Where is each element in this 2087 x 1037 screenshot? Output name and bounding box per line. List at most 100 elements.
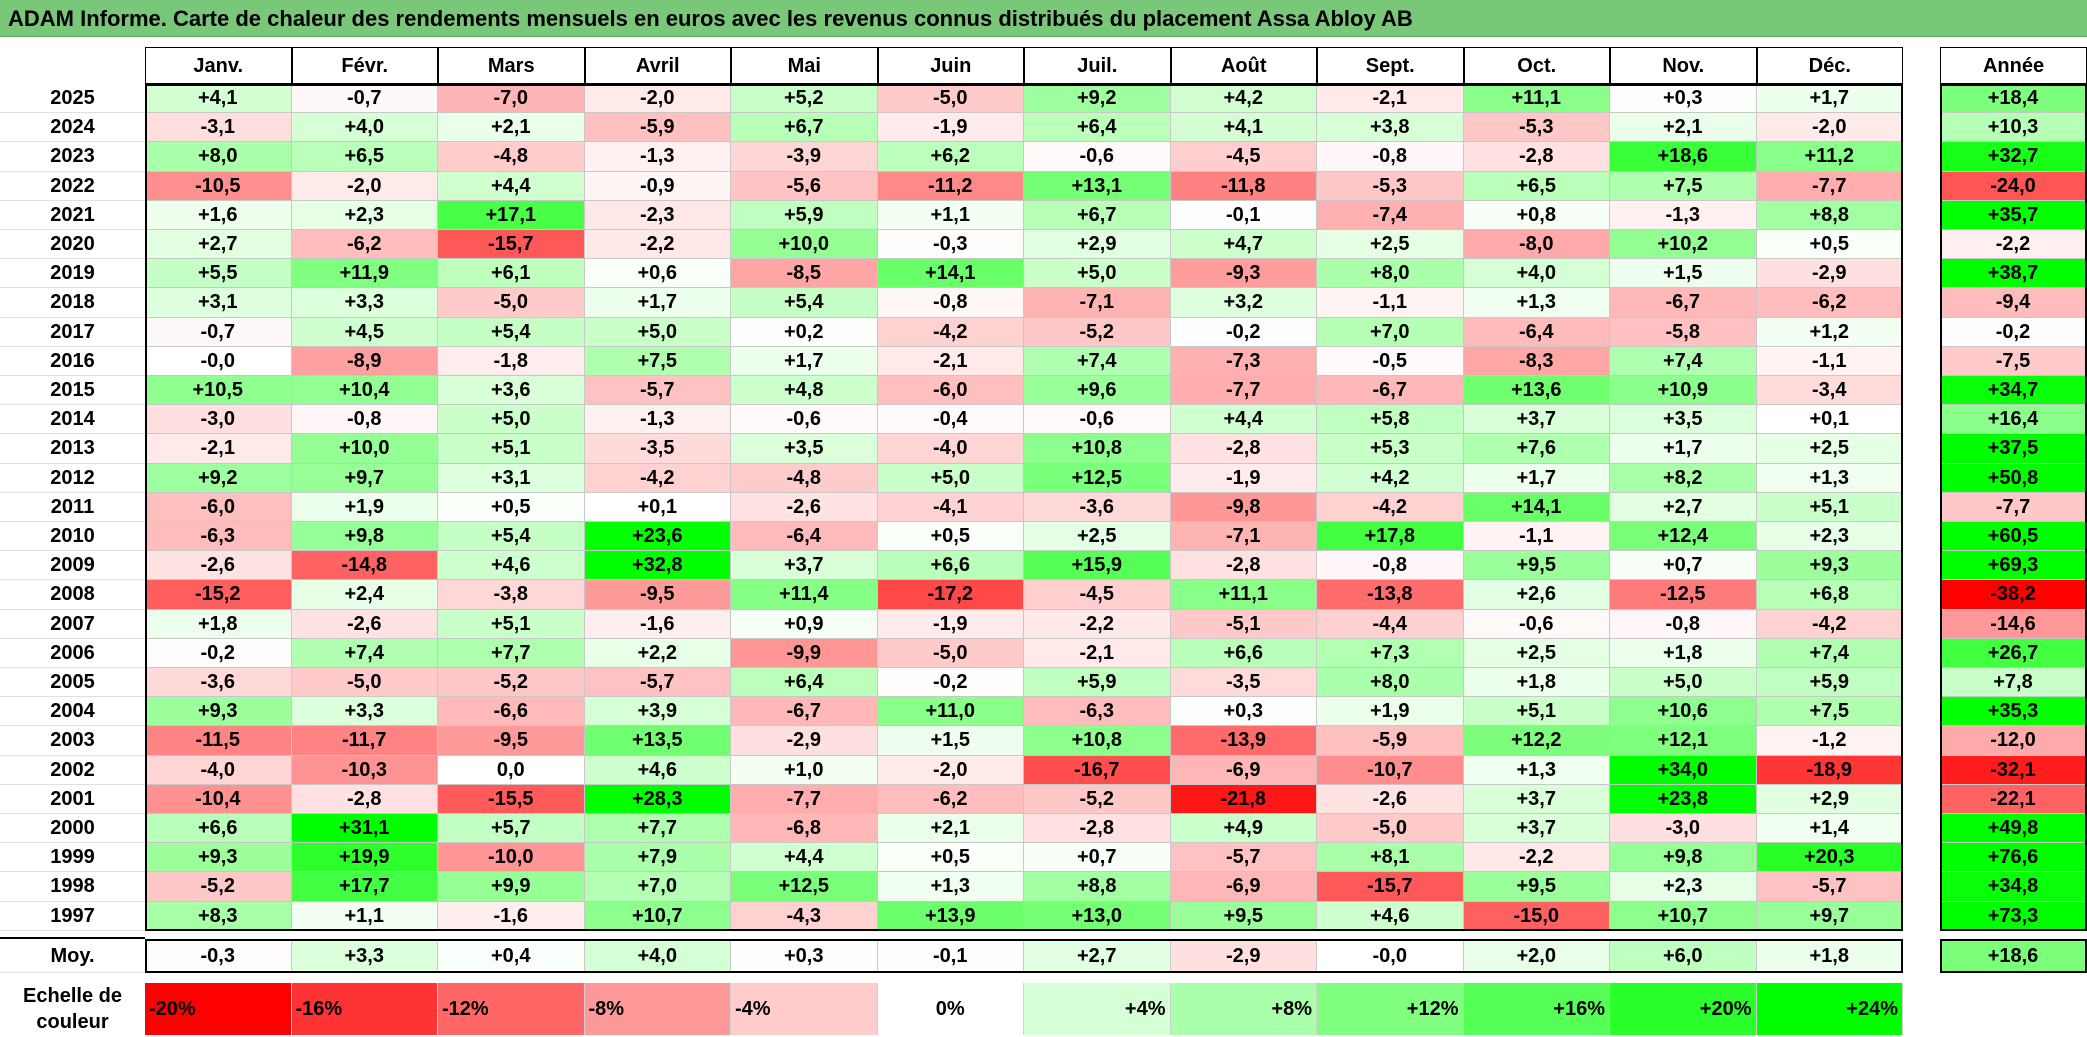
heatmap-cell: +1,2	[1756, 317, 1903, 347]
heatmap-cell: +9,7	[291, 463, 438, 493]
heatmap-cell: +31,1	[291, 814, 438, 844]
heatmap-cell: +4,6	[584, 755, 731, 785]
heatmap-cell: -2,8	[1463, 142, 1610, 172]
heatmap-cell: -9,5	[584, 580, 731, 610]
heatmap-cell: -3,8	[438, 580, 585, 610]
heatmap-cell: -7,7	[1756, 171, 1903, 201]
average-separator	[0, 936, 145, 939]
annual-cell: +26,7	[1940, 638, 2087, 668]
heatmap-cell: +5,1	[438, 434, 585, 464]
heatmap-cell: +23,8	[1610, 784, 1757, 814]
heatmap-cell: +6,8	[1756, 580, 1903, 610]
heatmap-cell: +4,5	[291, 317, 438, 347]
heatmap-cell: +1,0	[731, 755, 878, 785]
heatmap-cell: +8,2	[1610, 463, 1757, 493]
heatmap-cell: -4,2	[584, 463, 731, 493]
annual-cell: -24,0	[1940, 171, 2087, 201]
column-header: Déc.	[1756, 47, 1903, 84]
heatmap-cell: +11,1	[1170, 580, 1317, 610]
heatmap-cell: +1,3	[1463, 288, 1610, 318]
heatmap-cell: -5,0	[438, 288, 585, 318]
annual-cell: -22,1	[1940, 784, 2087, 814]
heatmap-cell: -2,1	[1024, 638, 1171, 668]
annual-cell: -7,5	[1940, 346, 2087, 376]
heatmap-cell: +1,7	[1610, 434, 1757, 464]
heatmap-cell: -2,0	[584, 84, 731, 114]
color-scale-step: -8%	[584, 983, 731, 1035]
heatmap-cell: +9,9	[438, 872, 585, 902]
row-year-label: 2022	[0, 172, 145, 201]
color-scale-step: +24%	[1756, 983, 1903, 1035]
heatmap-cell: -6,2	[291, 230, 438, 260]
heatmap-cell: +6,4	[1024, 113, 1171, 143]
heatmap-cell: -0,2	[145, 638, 292, 668]
heatmap-cell: +6,7	[731, 113, 878, 143]
heatmap-cell: -14,8	[291, 551, 438, 581]
heatmap-cell: -0,2	[1170, 317, 1317, 347]
heatmap-cell: -4,0	[877, 434, 1024, 464]
heatmap-cell: +8,1	[1317, 843, 1464, 873]
heatmap-cell: -6,7	[1610, 288, 1757, 318]
color-scale-step: -20%	[145, 983, 292, 1035]
heatmap-cell: +3,6	[438, 376, 585, 406]
annual-cell: +38,7	[1940, 259, 2087, 289]
heatmap-cell: -3,4	[1756, 376, 1903, 406]
heatmap-cell: -11,8	[1170, 171, 1317, 201]
row-year-label: 2000	[0, 814, 145, 844]
heatmap-cell: +12,4	[1610, 522, 1757, 552]
heatmap-cell: +5,4	[731, 288, 878, 318]
heatmap-cell: -2,1	[1317, 84, 1464, 114]
heatmap-cell: +9,5	[1463, 551, 1610, 581]
heatmap-cell: +5,8	[1317, 405, 1464, 435]
heatmap-cell: +2,7	[145, 230, 292, 260]
annual-cell: +50,8	[1940, 463, 2087, 493]
color-scale-step: -16%	[291, 983, 438, 1035]
heatmap-cell: -3,5	[1170, 668, 1317, 698]
heatmap-cell: -5,9	[1317, 726, 1464, 756]
heatmap-cell: +2,2	[584, 638, 731, 668]
heatmap-cell: +0,7	[1024, 843, 1171, 873]
heatmap-cell: -9,3	[1170, 259, 1317, 289]
heatmap-cell: -7,7	[1170, 376, 1317, 406]
heatmap-cell: +3,1	[438, 463, 585, 493]
color-scale-step: -4%	[731, 983, 878, 1035]
heatmap-cell: +0,5	[438, 492, 585, 522]
heatmap-cell: -1,9	[877, 609, 1024, 639]
row-year-label: 2018	[0, 288, 145, 318]
heatmap-cell: +14,1	[877, 259, 1024, 289]
average-cell: +2,0	[1463, 938, 1610, 973]
average-cell: +0,3	[731, 938, 878, 973]
heatmap-cell: +11,9	[291, 259, 438, 289]
annual-cell: -7,7	[1940, 492, 2087, 522]
heatmap-cell: -5,2	[145, 872, 292, 902]
heatmap-cell: +7,0	[1317, 317, 1464, 347]
heatmap-cell: +3,7	[1463, 784, 1610, 814]
heatmap-cell: +4,8	[731, 376, 878, 406]
row-year-label: 2021	[0, 201, 145, 230]
heatmap-cell: +9,2	[145, 463, 292, 493]
heatmap-cell: +1,7	[584, 288, 731, 318]
heatmap-cell: +0,5	[877, 522, 1024, 552]
average-cell: +6,0	[1610, 938, 1757, 973]
row-year-label: 2015	[0, 376, 145, 406]
heatmap-cell: -6,9	[1170, 755, 1317, 785]
heatmap-cell: +10,2	[1610, 230, 1757, 260]
heatmap-cell: +9,8	[1610, 843, 1757, 873]
heatmap-cell: +15,9	[1024, 551, 1171, 581]
heatmap-cell: +7,9	[584, 843, 731, 873]
heatmap-cell: -5,8	[1610, 317, 1757, 347]
heatmap-cell: +5,9	[731, 200, 878, 230]
heatmap-cell: -2,8	[291, 784, 438, 814]
heatmap-cell: +5,0	[584, 317, 731, 347]
average-cell: +4,0	[584, 938, 731, 973]
heatmap-cell: -9,8	[1170, 492, 1317, 522]
heatmap-cell: +3,7	[1463, 814, 1610, 844]
heatmap-cell: -6,3	[1024, 697, 1171, 727]
heatmap-cell: -4,5	[1024, 580, 1171, 610]
heatmap-cell: -15,5	[438, 784, 585, 814]
heatmap-cell: +5,3	[1317, 434, 1464, 464]
heatmap-cell: +2,9	[1024, 230, 1171, 260]
heatmap-cell: -0,0	[145, 346, 292, 376]
heatmap-cell: -7,1	[1024, 288, 1171, 318]
heatmap-cell: -4,2	[1756, 609, 1903, 639]
